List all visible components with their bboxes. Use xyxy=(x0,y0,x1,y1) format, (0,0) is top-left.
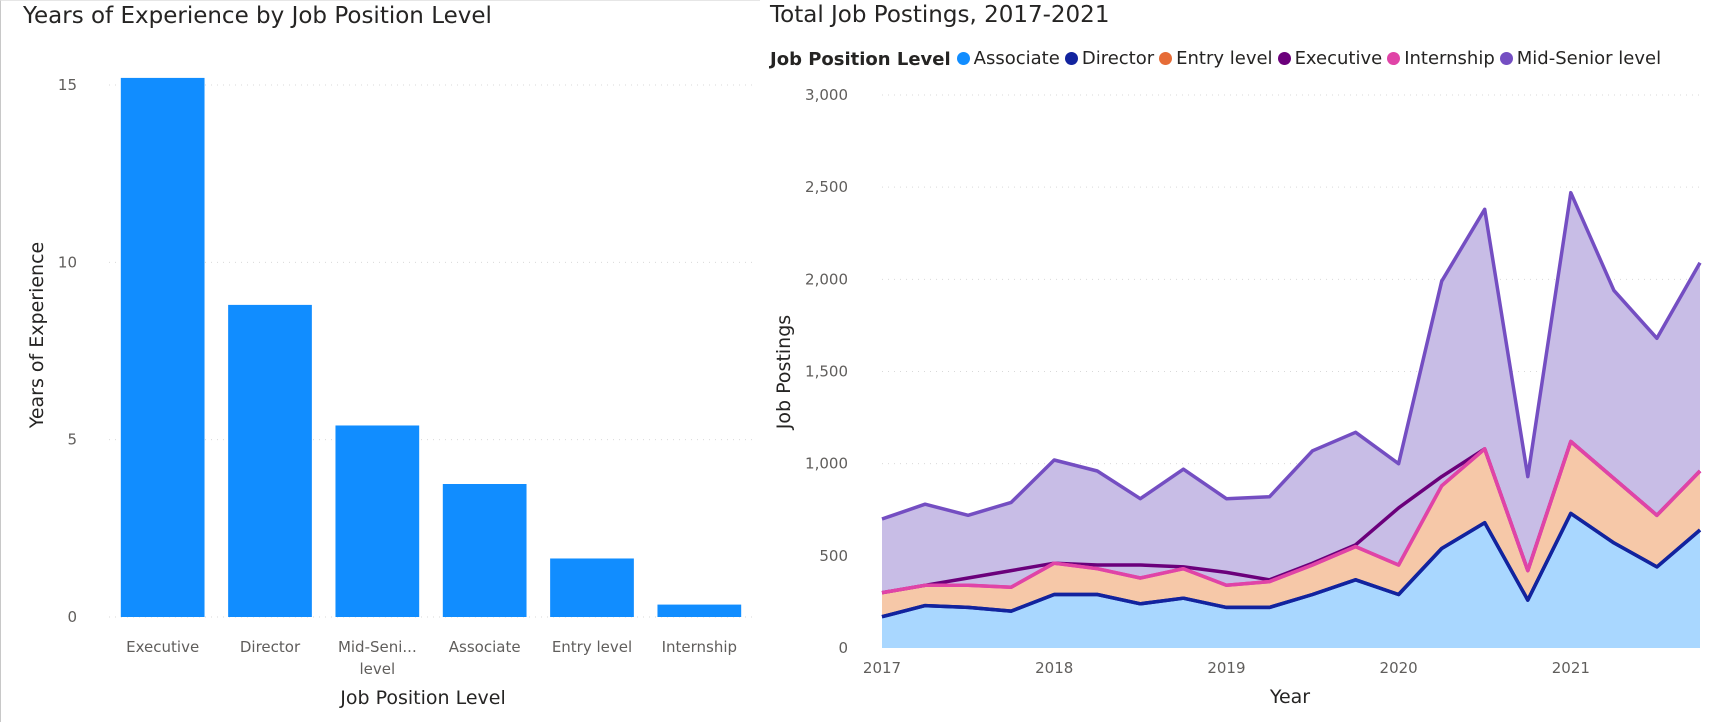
y-tick-label: 3,000 xyxy=(805,86,848,104)
associate-area[interactable] xyxy=(882,513,1700,648)
y-tick-label: 2,500 xyxy=(805,178,848,196)
legend-marker-icon xyxy=(1387,52,1401,65)
legend-item[interactable]: Associate xyxy=(956,48,1060,69)
legend-label: Executive xyxy=(1294,48,1383,69)
bar[interactable] xyxy=(228,304,312,617)
bar[interactable] xyxy=(442,484,527,617)
left-chart-title: Years of Experience by Job Position Leve… xyxy=(23,3,492,29)
x-tick-label: 2021 xyxy=(1552,659,1590,677)
job-postings-visual[interactable]: Total Job Postings, 2017-2021 Job Positi… xyxy=(770,0,1724,722)
legend-marker-icon xyxy=(1277,52,1291,65)
y-tick-label: 2,000 xyxy=(805,270,848,288)
legend-label: Mid-Senior level xyxy=(1516,48,1662,69)
legend-label: Internship xyxy=(1404,48,1495,69)
series-line[interactable] xyxy=(881,511,1702,619)
x-axis-title: Job Position Level xyxy=(339,687,506,709)
legend-marker-icon xyxy=(1499,52,1513,65)
y-tick-label: 5 xyxy=(67,431,77,449)
series-line[interactable] xyxy=(881,439,1702,595)
y-axis-title: Job Postings xyxy=(773,315,795,430)
legend-item[interactable]: Executive xyxy=(1277,48,1383,69)
x-tick-label: Director xyxy=(240,638,301,656)
x-tick-label: 2018 xyxy=(1035,659,1073,677)
y-axis-title: Years of Experience xyxy=(26,242,48,429)
legend-label: Director xyxy=(1081,48,1155,69)
series-line[interactable] xyxy=(881,190,1702,521)
bar[interactable] xyxy=(550,558,634,617)
y-tick-label: 0 xyxy=(838,639,848,657)
entry-level-area[interactable] xyxy=(882,441,1700,617)
legend-marker-icon xyxy=(956,52,970,65)
y-tick-label: 1,500 xyxy=(805,363,848,381)
legend-label: Associate xyxy=(973,48,1060,69)
x-axis-title: Year xyxy=(1269,686,1310,708)
legend-item[interactable]: Entry level xyxy=(1159,48,1273,69)
bar[interactable] xyxy=(657,604,742,617)
x-tick-label: Executive xyxy=(126,638,199,656)
legend-item[interactable]: Internship xyxy=(1387,48,1495,69)
right-chart-title: Total Job Postings, 2017-2021 xyxy=(770,2,1110,28)
x-tick-label: Entry level xyxy=(552,638,632,656)
legend-item[interactable]: Director xyxy=(1064,48,1155,69)
bar[interactable] xyxy=(335,425,420,617)
x-tick-label: Associate xyxy=(449,638,521,656)
y-tick-label: 0 xyxy=(67,608,77,626)
legend-marker-icon xyxy=(1064,52,1078,65)
chart-legend: Job Position Level Associate Director Entr… xyxy=(770,48,1666,70)
legend-label: Entry level xyxy=(1176,48,1273,69)
y-tick-label: 15 xyxy=(58,76,77,94)
years-experience-bar-chart[interactable]: 0 5 10 15 Executive Director Mid-Seni... level A… xyxy=(1,1,761,723)
years-experience-visual[interactable]: Years of Experience by Job Position Leve… xyxy=(0,0,760,722)
x-tick-label: 2019 xyxy=(1207,659,1245,677)
mid-senior-area[interactable] xyxy=(882,192,1700,593)
x-tick-label: Mid-Seni... level xyxy=(338,638,417,678)
x-tick-label: 2020 xyxy=(1380,659,1418,677)
legend-marker-icon xyxy=(1159,52,1173,65)
legend-title: Job Position Level xyxy=(770,48,951,70)
x-tick-label: 2017 xyxy=(863,659,901,677)
legend-item[interactable]: Mid-Senior level xyxy=(1499,48,1662,69)
y-tick-label: 500 xyxy=(819,547,848,565)
job-postings-area-chart[interactable]: 0 500 1,000 1,500 2,000 2,500 3,000 2017 2018 201… xyxy=(770,0,1724,722)
y-tick-label: 10 xyxy=(58,253,77,271)
x-tick-label: Internship xyxy=(662,638,737,656)
y-tick-label: 1,000 xyxy=(805,455,848,473)
bar[interactable] xyxy=(120,77,205,617)
